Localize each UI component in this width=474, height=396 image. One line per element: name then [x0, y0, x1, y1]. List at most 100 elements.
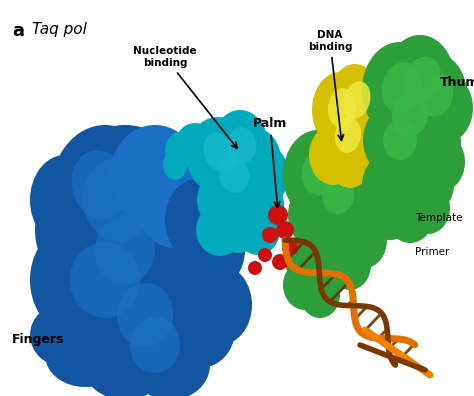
Ellipse shape — [364, 180, 416, 240]
Ellipse shape — [185, 212, 245, 288]
Ellipse shape — [319, 101, 371, 169]
Ellipse shape — [406, 182, 450, 234]
Ellipse shape — [383, 120, 417, 160]
Ellipse shape — [60, 307, 150, 383]
Ellipse shape — [300, 272, 340, 318]
Ellipse shape — [165, 178, 235, 262]
Ellipse shape — [258, 248, 272, 262]
Ellipse shape — [335, 117, 361, 153]
Ellipse shape — [405, 109, 461, 175]
Text: Nucleotide
binding: Nucleotide binding — [133, 46, 237, 148]
Ellipse shape — [165, 292, 235, 368]
Ellipse shape — [203, 133, 237, 171]
Ellipse shape — [100, 300, 200, 380]
Ellipse shape — [348, 132, 388, 184]
Ellipse shape — [420, 73, 454, 116]
Ellipse shape — [135, 152, 215, 248]
Ellipse shape — [299, 210, 351, 270]
Ellipse shape — [196, 204, 244, 256]
Text: Template: Template — [415, 213, 463, 223]
Ellipse shape — [307, 242, 353, 294]
Ellipse shape — [83, 330, 167, 396]
Ellipse shape — [268, 205, 288, 225]
Ellipse shape — [197, 170, 253, 230]
Ellipse shape — [202, 140, 262, 210]
Ellipse shape — [186, 117, 250, 193]
Ellipse shape — [283, 130, 353, 220]
Ellipse shape — [220, 182, 270, 238]
Text: Taq pol: Taq pol — [32, 22, 87, 37]
Ellipse shape — [30, 225, 120, 335]
Ellipse shape — [344, 81, 371, 119]
Ellipse shape — [329, 240, 371, 290]
Ellipse shape — [303, 157, 367, 233]
Ellipse shape — [353, 102, 397, 158]
Text: Thumb: Thumb — [440, 76, 474, 88]
Ellipse shape — [175, 123, 215, 167]
Ellipse shape — [312, 193, 368, 257]
Ellipse shape — [163, 150, 187, 180]
Ellipse shape — [236, 205, 280, 255]
Ellipse shape — [322, 176, 354, 214]
Ellipse shape — [83, 158, 153, 242]
Ellipse shape — [276, 221, 294, 239]
Ellipse shape — [328, 132, 372, 188]
Ellipse shape — [321, 222, 369, 278]
Ellipse shape — [328, 88, 356, 128]
Ellipse shape — [110, 125, 200, 225]
Ellipse shape — [80, 155, 210, 305]
Ellipse shape — [403, 57, 441, 103]
Ellipse shape — [417, 73, 473, 143]
Ellipse shape — [329, 64, 381, 136]
Ellipse shape — [392, 93, 428, 137]
Ellipse shape — [308, 118, 372, 202]
Ellipse shape — [336, 110, 384, 170]
Ellipse shape — [50, 255, 150, 365]
Ellipse shape — [406, 157, 454, 213]
Ellipse shape — [285, 232, 335, 288]
Ellipse shape — [240, 178, 284, 232]
Ellipse shape — [220, 152, 276, 218]
Ellipse shape — [95, 215, 155, 285]
Ellipse shape — [403, 53, 467, 137]
Ellipse shape — [117, 283, 173, 347]
Ellipse shape — [142, 230, 238, 330]
Ellipse shape — [241, 145, 289, 205]
Ellipse shape — [386, 187, 434, 243]
Ellipse shape — [385, 35, 455, 125]
Text: Primer: Primer — [415, 247, 449, 257]
Ellipse shape — [130, 330, 210, 396]
Ellipse shape — [327, 165, 383, 235]
Ellipse shape — [302, 149, 338, 195]
Ellipse shape — [212, 110, 268, 180]
Text: DNA
binding: DNA binding — [308, 30, 352, 141]
Ellipse shape — [325, 140, 359, 180]
Ellipse shape — [343, 212, 387, 268]
Ellipse shape — [282, 240, 298, 256]
Ellipse shape — [309, 125, 357, 185]
Ellipse shape — [333, 190, 383, 250]
Ellipse shape — [325, 135, 385, 215]
Ellipse shape — [370, 130, 430, 200]
Ellipse shape — [385, 113, 445, 183]
Ellipse shape — [415, 132, 465, 192]
Ellipse shape — [312, 72, 368, 148]
Ellipse shape — [188, 265, 252, 345]
Ellipse shape — [283, 260, 327, 310]
Ellipse shape — [130, 317, 180, 373]
Ellipse shape — [262, 227, 278, 243]
Ellipse shape — [80, 250, 190, 370]
Ellipse shape — [165, 132, 195, 168]
Text: Palm: Palm — [253, 117, 287, 208]
Ellipse shape — [70, 242, 140, 318]
Ellipse shape — [345, 158, 395, 222]
Text: Fingers: Fingers — [12, 333, 64, 346]
Ellipse shape — [382, 62, 422, 114]
Ellipse shape — [45, 323, 125, 387]
Ellipse shape — [341, 81, 389, 149]
Ellipse shape — [72, 150, 128, 220]
Ellipse shape — [50, 205, 180, 345]
Ellipse shape — [228, 127, 256, 163]
Ellipse shape — [396, 77, 460, 153]
Ellipse shape — [229, 128, 281, 192]
